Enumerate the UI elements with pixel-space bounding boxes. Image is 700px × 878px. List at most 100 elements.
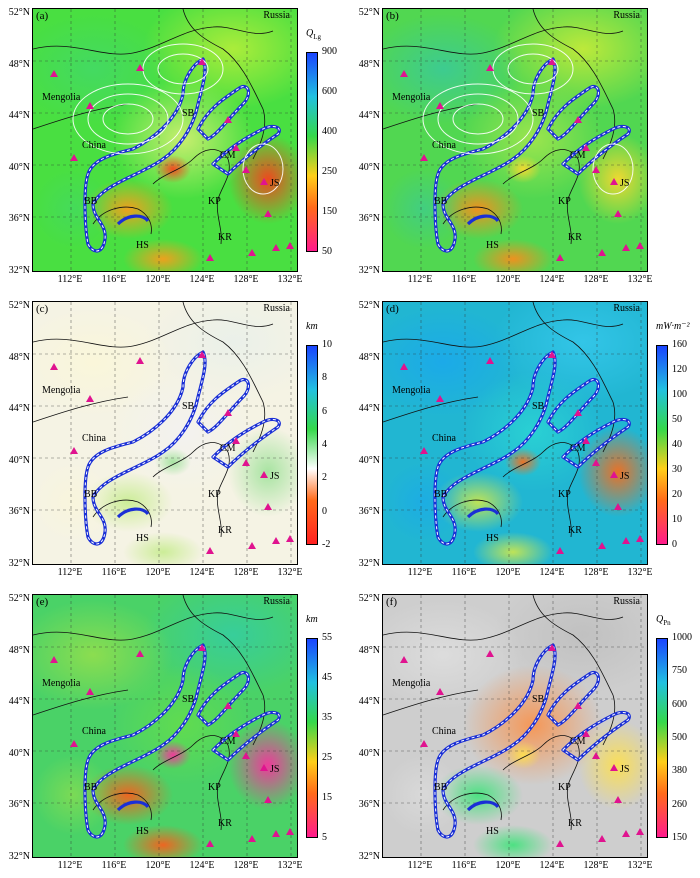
region-label-mongolia: Mengolia bbox=[42, 92, 81, 103]
colorbar bbox=[306, 638, 318, 838]
colorbar-title: km bbox=[306, 321, 318, 332]
seismic-station-icon bbox=[636, 535, 644, 542]
longitude-label: 128°E bbox=[583, 567, 609, 578]
seismic-station-icon bbox=[400, 70, 408, 77]
longitude-label: 112°E bbox=[57, 567, 83, 578]
region-label-mongolia: Mengolia bbox=[42, 678, 81, 689]
map-panel: 52°N 48°N 44°N 40°N 36°N 32°N bbox=[0, 0, 350, 292]
seismic-station-icon bbox=[286, 535, 294, 542]
latitude-label: 52°N bbox=[8, 7, 30, 18]
colorbar bbox=[656, 638, 668, 838]
latitude-label: 52°N bbox=[8, 593, 30, 604]
region-label-russia: Russia bbox=[613, 10, 640, 21]
region-label-russia: Russia bbox=[263, 596, 290, 607]
seismic-station-icon bbox=[286, 828, 294, 835]
latitude-label: 44°N bbox=[358, 696, 380, 708]
region-label-cm: CM bbox=[220, 150, 236, 161]
seismic-station-icon bbox=[248, 835, 256, 842]
colorbar-tick-label: 250 bbox=[322, 166, 337, 177]
colorbar-tick-label: 150 bbox=[672, 832, 687, 843]
seismic-station-icon bbox=[86, 395, 94, 402]
seismic-station-icon bbox=[622, 537, 630, 544]
colorbar-tick-label: 0 bbox=[322, 505, 327, 517]
region-label-hs: HS bbox=[136, 240, 149, 251]
region-label-bb: BB bbox=[84, 196, 98, 207]
longitude-label: 116°E bbox=[101, 860, 127, 871]
seismic-station-icon bbox=[242, 752, 250, 759]
region-label-sb: SB bbox=[532, 108, 545, 119]
seismic-station-icon bbox=[232, 437, 240, 444]
region-label-js: JS bbox=[620, 178, 630, 189]
map-area bbox=[382, 594, 648, 858]
panel-label: (a) bbox=[36, 10, 49, 22]
longitude-label: 132°E bbox=[277, 274, 303, 285]
latitude-label: 52°N bbox=[8, 300, 30, 311]
colorbar-tick-label: 25 bbox=[322, 752, 332, 763]
region-label-kp: KP bbox=[208, 196, 221, 207]
seismic-station-icon bbox=[206, 547, 214, 554]
region-label-kr: KR bbox=[218, 525, 232, 536]
region-label-sb: SB bbox=[182, 401, 195, 412]
seismic-station-icon bbox=[574, 702, 582, 709]
region-label-sb: SB bbox=[532, 401, 545, 412]
seismic-station-icon bbox=[264, 210, 272, 217]
region-label-china: China bbox=[432, 140, 456, 151]
longitude-label: 116°E bbox=[451, 567, 477, 578]
colorbar-tick-label: 10 bbox=[672, 514, 682, 525]
colorbar-tick-label: 600 bbox=[322, 86, 337, 97]
latitude-label: 32°N bbox=[358, 851, 380, 862]
colorbar-tick-label: 55 bbox=[322, 632, 332, 643]
longitude-label: 112°E bbox=[407, 860, 433, 871]
region-label-kp: KP bbox=[208, 782, 221, 793]
longitude-label: 120°E bbox=[145, 567, 171, 578]
latitude-label: 48°N bbox=[358, 644, 380, 656]
longitude-label: 120°E bbox=[495, 567, 521, 578]
region-label-russia: Russia bbox=[263, 303, 290, 314]
seismic-station-icon bbox=[136, 650, 144, 657]
colorbar-tick-label: 2 bbox=[322, 472, 327, 484]
map-area bbox=[32, 594, 298, 858]
colorbar-tick-label: 260 bbox=[672, 798, 687, 810]
region-label-kr: KR bbox=[568, 232, 582, 243]
latitude-label: 36°N bbox=[358, 799, 380, 811]
colorbar-tick-label: 1000 bbox=[672, 632, 692, 643]
map-area bbox=[382, 8, 648, 272]
longitude-label: 116°E bbox=[451, 274, 477, 285]
seismic-station-icon bbox=[614, 210, 622, 217]
longitude-label: 116°E bbox=[101, 567, 127, 578]
seismic-station-icon bbox=[224, 409, 232, 416]
seismic-station-icon bbox=[574, 116, 582, 123]
seismic-station-icon bbox=[272, 830, 280, 837]
seismic-station-icon bbox=[198, 351, 206, 358]
colorbar-tick-label: 20 bbox=[672, 489, 682, 500]
longitude-label: 132°E bbox=[277, 860, 303, 871]
seismic-station-icon bbox=[636, 242, 644, 249]
region-label-kr: KR bbox=[568, 525, 582, 536]
map-panel: 52°N 48°N 44°N 40°N 36°N 32°N bbox=[350, 586, 700, 878]
seismic-station-icon bbox=[598, 249, 606, 256]
colorbar-tick-label: 380 bbox=[672, 765, 687, 777]
region-label-kp: KP bbox=[558, 782, 571, 793]
colorbar-title: QLg bbox=[306, 28, 322, 41]
seismic-station-icon bbox=[592, 166, 600, 173]
latitude-label: 32°N bbox=[358, 558, 380, 569]
colorbar-title: mW·m⁻² bbox=[656, 321, 690, 332]
region-label-mongolia: Mengolia bbox=[42, 385, 81, 396]
region-label-mongolia: Mengolia bbox=[392, 385, 431, 396]
colorbar-tick-label: 30 bbox=[672, 464, 682, 475]
seismic-station-icon bbox=[136, 357, 144, 364]
colorbar-tick-label: 500 bbox=[672, 732, 687, 743]
seismic-station-icon bbox=[260, 178, 268, 185]
colorbar-tick-label: 40 bbox=[672, 439, 682, 450]
colorbar-tick-label: 10 bbox=[322, 339, 332, 350]
colorbar-tick-label: 160 bbox=[672, 339, 687, 350]
region-label-kp: KP bbox=[558, 489, 571, 500]
region-label-hs: HS bbox=[136, 826, 149, 837]
seismic-station-icon bbox=[622, 830, 630, 837]
seismic-station-icon bbox=[420, 154, 428, 161]
seismic-station-icon bbox=[486, 64, 494, 71]
map-panel: 52°N 48°N 44°N 40°N 36°N 32°N bbox=[0, 586, 350, 878]
seismic-station-icon bbox=[548, 351, 556, 358]
latitude-label: 48°N bbox=[8, 644, 30, 656]
seismic-station-icon bbox=[556, 254, 564, 261]
